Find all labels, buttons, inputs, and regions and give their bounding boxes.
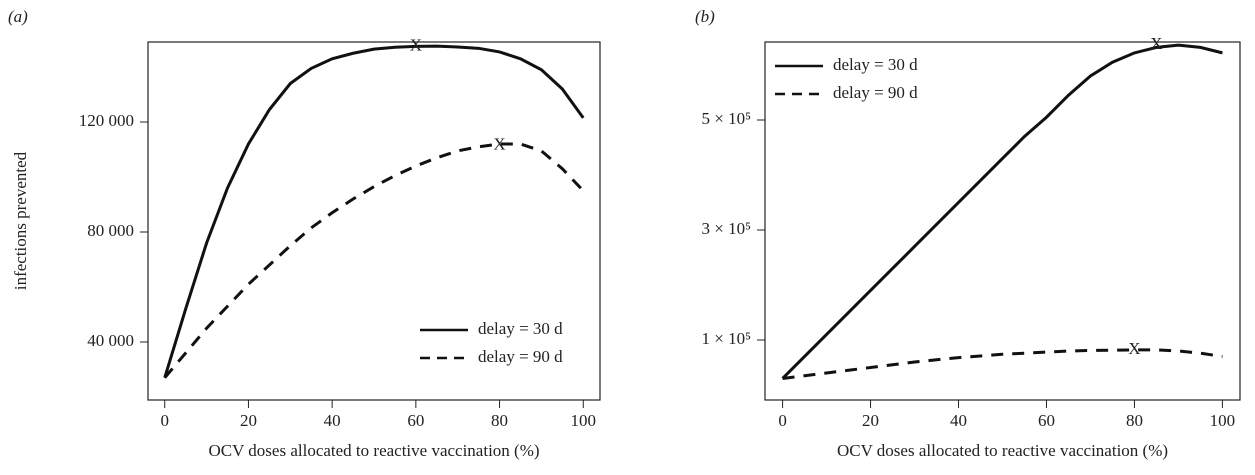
- x-tick-label: 80: [1126, 411, 1143, 430]
- panel-label: (a): [8, 7, 28, 26]
- x-tick-label: 40: [324, 411, 341, 430]
- y-tick-label: 1 × 10⁵: [701, 329, 751, 348]
- optimum-marker: X: [1128, 339, 1140, 358]
- y-tick-label: 120 000: [79, 111, 134, 130]
- x-tick-label: 0: [778, 411, 787, 430]
- optimum-marker: X: [410, 35, 422, 54]
- legend-label: delay = 90 d: [478, 347, 563, 366]
- x-tick-label: 0: [160, 411, 169, 430]
- x-axis-label: OCV doses allocated to reactive vaccinat…: [208, 441, 539, 460]
- legend-label: delay = 30 d: [833, 55, 918, 74]
- plot-frame: [764, 41, 1241, 401]
- x-tick-label: 80: [491, 411, 508, 430]
- legend-label: delay = 90 d: [833, 83, 918, 102]
- y-tick-label: 3 × 10⁵: [701, 219, 751, 238]
- x-tick-label: 60: [407, 411, 424, 430]
- x-tick-label: 100: [571, 411, 597, 430]
- optimum-marker: X: [1150, 34, 1162, 53]
- y-tick-label: 80 000: [87, 221, 134, 240]
- line-series: [782, 348, 1223, 380]
- line-series: [163, 142, 585, 379]
- x-tick-label: 20: [240, 411, 257, 430]
- y-tick-label: 40 000: [87, 331, 134, 350]
- panel-label: (b): [695, 7, 715, 26]
- plot-frame: [147, 41, 601, 401]
- optimum-marker: X: [493, 134, 505, 153]
- x-tick-label: 60: [1038, 411, 1055, 430]
- line-series: [163, 44, 585, 379]
- x-tick-label: 20: [862, 411, 879, 430]
- y-axis-label: infections prevented: [11, 151, 30, 290]
- legend-label: delay = 30 d: [478, 319, 563, 338]
- x-tick-label: 100: [1210, 411, 1236, 430]
- y-tick-label: 5 × 10⁵: [701, 109, 751, 128]
- x-axis-label: OCV doses allocated to reactive vaccinat…: [837, 441, 1168, 460]
- line-series: [781, 43, 1223, 380]
- x-tick-label: 40: [950, 411, 967, 430]
